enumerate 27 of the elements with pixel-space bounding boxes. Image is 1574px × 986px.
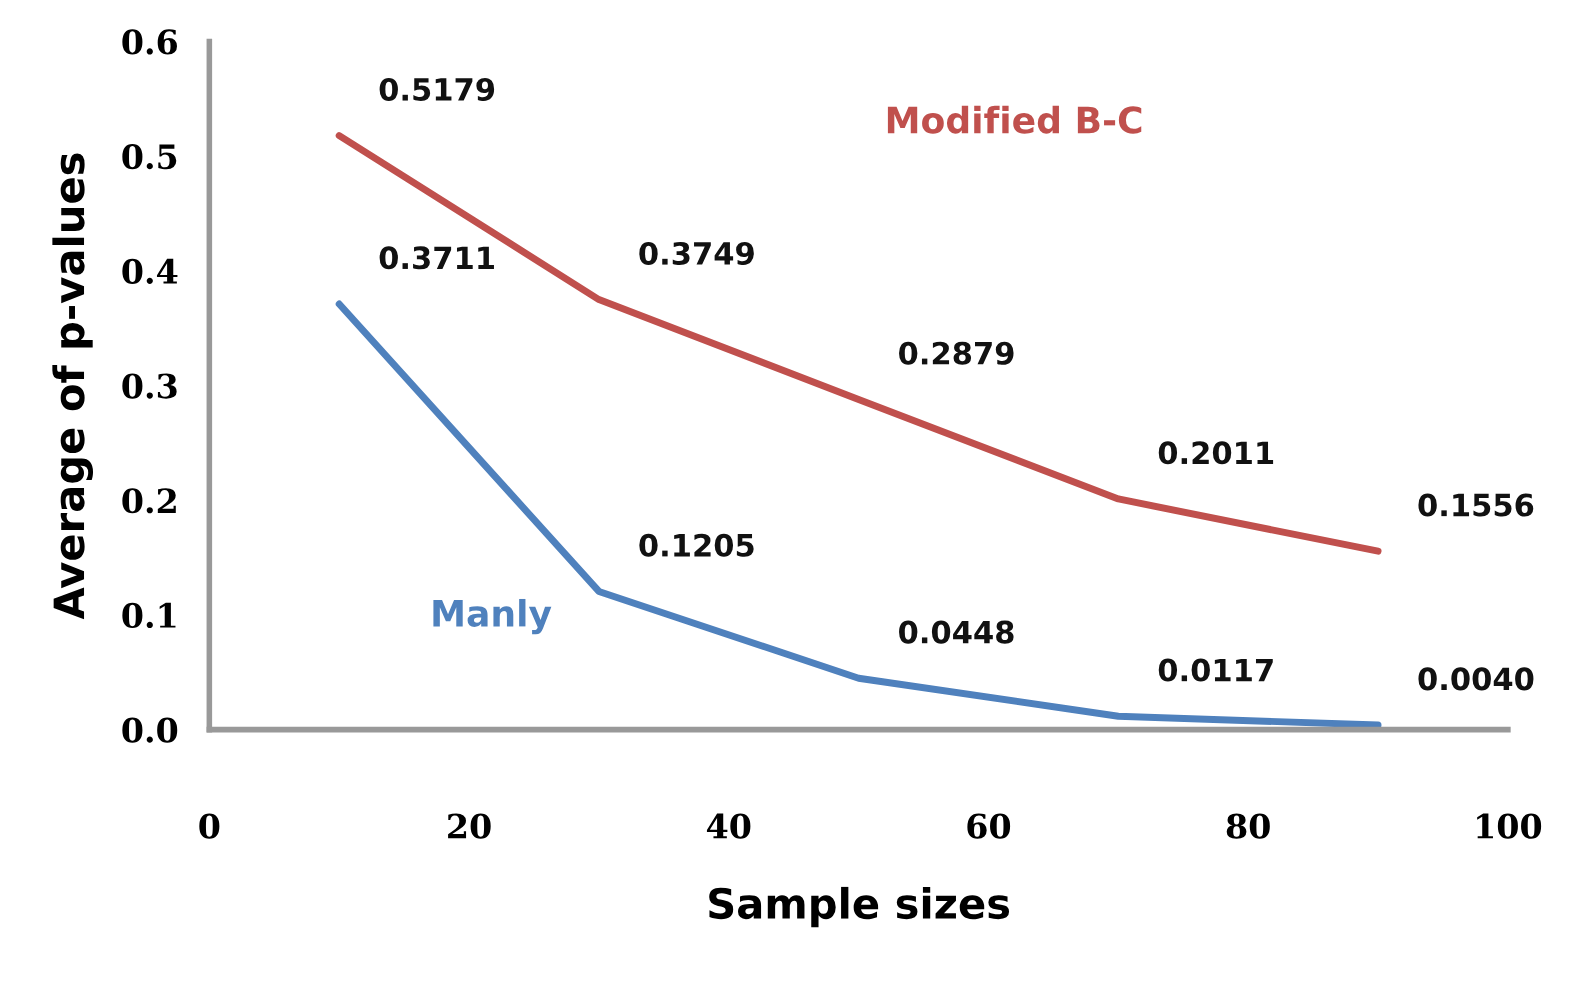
y-tick-label: 0.6 (122, 29, 177, 55)
x-tick-label: 60 (967, 813, 1011, 839)
y-tick-label: 0.2 (122, 488, 176, 514)
y-tick-label: 0.0 (122, 717, 178, 743)
text: Modified B-C (887, 105, 1142, 134)
series-label: Manly (433, 598, 552, 635)
y-tick-label: 0.4 (122, 258, 178, 284)
data-label: 0.0040 (1418, 667, 1534, 691)
x-tick-label: 40 (706, 813, 751, 839)
data-label: 0.5179 (379, 77, 495, 101)
data-label: 0.1205 (639, 533, 754, 557)
data-label: 0.3711 (379, 246, 494, 270)
y-tick-label: 0.5 (122, 144, 177, 170)
x-tick-label: 100 (1477, 813, 1542, 839)
data-label: 0.1556 (1418, 493, 1534, 517)
y-tick-label: 0.3 (122, 373, 177, 399)
data-label: 0.0117 (1158, 658, 1273, 682)
data-label: 0.3749 (639, 241, 754, 266)
x-axis-title: Sample sizes (709, 886, 1010, 928)
data-label: 0.2879 (899, 341, 1014, 365)
x-tick-label: 80 (1226, 813, 1270, 839)
y-axis-title: Average of p-values (52, 153, 94, 620)
x-tick-label: 0 (199, 813, 220, 839)
data-label: 0.0448 (899, 620, 1014, 644)
x-tick-label: 20 (448, 813, 491, 839)
data-label: 0.2011 (1158, 441, 1274, 465)
y-tick-label: 0.1 (122, 602, 176, 629)
